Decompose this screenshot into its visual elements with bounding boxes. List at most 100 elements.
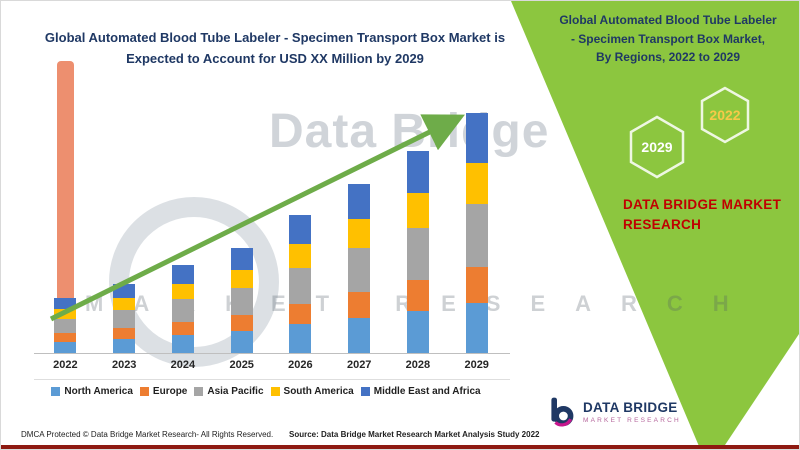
chart-title-line2: Expected to Account for USD XX Million b… [126, 50, 424, 66]
data-bridge-logo: DATA BRIDGE MARKET RESEARCH [545, 395, 681, 429]
bar-segment-2023 [113, 338, 136, 353]
legend-item: South America [270, 386, 354, 397]
bar-segment-2026 [289, 215, 312, 245]
stacked-bar-2022 [54, 297, 77, 353]
bar-segment-2028 [406, 310, 429, 353]
stacked-bar-2029 [465, 113, 488, 353]
bar-segment-2027 [348, 219, 371, 249]
x-axis-label-2027: 2027 [346, 359, 372, 371]
x-axis-label-2029: 2029 [464, 359, 489, 371]
legend-swatch [51, 387, 61, 396]
bar-segment-2023 [113, 328, 136, 339]
bar-segment-2028 [406, 193, 429, 228]
bar-segment-2024 [171, 334, 194, 353]
bar-segment-2025 [230, 331, 253, 353]
bar-segment-2022 [54, 341, 77, 353]
bar-segment-2029 [465, 163, 488, 205]
hexagon-badges: 2029 2022 [629, 86, 750, 179]
bar-segment-2029 [465, 113, 488, 164]
source-note: Source: Data Bridge Market Research Mark… [289, 430, 540, 439]
x-axis-label-2028: 2028 [405, 359, 431, 371]
logo-text-block: DATA BRIDGE MARKET RESEARCH [583, 400, 681, 424]
x-axis-label-2025: 2025 [229, 359, 254, 371]
bar-segment-2022 [54, 333, 77, 342]
legend-divider-line [34, 379, 510, 380]
bar-segment-2025 [230, 315, 253, 331]
x-axis-labels: 2022 2023 2024 2025 2026 2027 2028 2029 [36, 359, 506, 375]
bar-segment-2029 [465, 266, 488, 303]
panel-title-line3: By Regions, 2022 to 2029 [595, 50, 741, 65]
panel-title-line1: Global Automated Blood Tube Labeler [559, 13, 777, 27]
bar-segment-2025 [230, 287, 253, 315]
x-axis-label-2026: 2026 [288, 359, 313, 371]
stacked-bar-chart [36, 108, 506, 353]
legend-item: North America [51, 386, 133, 397]
x-axis-label-2023: 2023 [111, 359, 137, 371]
chart-legend: North America Europe Asia Pacific South Ame… [1, 386, 531, 397]
bar-segment-2027 [348, 292, 371, 318]
stacked-bar-2025 [230, 247, 253, 353]
stacked-bar-2027 [348, 184, 371, 353]
bar-segment-2023 [113, 310, 136, 328]
legend-item: Asia Pacific [194, 386, 264, 397]
bar-segment-2025 [230, 247, 253, 270]
bar-segment-2024 [171, 298, 194, 322]
bar-segment-2029 [465, 204, 488, 267]
bar-segment-2028 [406, 227, 429, 281]
bar-segment-2024 [171, 265, 194, 284]
brand-name-text: DATA BRIDGE MARKET RESEARCH [623, 195, 793, 236]
brand-name-line1: DATA BRIDGE MARKET [623, 197, 782, 212]
x-axis-label-2024: 2024 [170, 359, 196, 371]
legend-swatch [270, 387, 280, 396]
stacked-bar-2026 [289, 215, 312, 353]
bar-segment-2026 [289, 244, 312, 268]
legend-label: Asia Pacific [207, 386, 264, 397]
legend-label: North America [64, 386, 133, 397]
bar-segment-2024 [171, 283, 194, 299]
logo-title: DATA BRIDGE [583, 400, 678, 415]
stacked-bar-2028 [406, 151, 429, 353]
bar-segment-2028 [406, 151, 429, 194]
x-axis-label-2022: 2022 [53, 359, 78, 371]
chart-title: Global Automated Blood Tube Labeler - Sp… [29, 28, 521, 70]
stacked-bar-2024 [171, 265, 194, 353]
legend-label: Middle East and Africa [373, 386, 481, 397]
data-bridge-logo-icon [551, 397, 574, 427]
legend-swatch [194, 387, 204, 396]
bar-segment-2026 [289, 324, 312, 353]
bar-segment-2022 [54, 318, 77, 333]
bar-segment-2027 [348, 317, 371, 353]
bar-segment-2027 [348, 248, 371, 293]
legend-swatch [360, 387, 370, 396]
stacked-bar-2023 [113, 283, 136, 353]
panel-title: Global Automated Blood Tube Labeler - Sp… [543, 11, 793, 67]
bar-segment-2029 [465, 302, 488, 353]
bar-segment-2024 [171, 321, 194, 335]
bar-segment-2026 [289, 267, 312, 304]
bar-segment-2027 [348, 184, 371, 220]
hexagon-2022-icon [700, 86, 750, 144]
bar-segment-2028 [406, 280, 429, 311]
bar-segment-2022 [54, 297, 77, 309]
logo-subtitle: MARKET RESEARCH [583, 417, 681, 424]
legend-item: Europe [139, 386, 188, 397]
badge-year-2022: 2022 [709, 107, 740, 123]
dmca-notice: DMCA Protected © Data Bridge Market Rese… [21, 430, 274, 439]
legend-item: Middle East and Africa [360, 386, 481, 397]
legend-swatch [139, 387, 149, 396]
hexagon-2029-icon [629, 115, 685, 179]
bottom-accent-bar [1, 445, 799, 449]
badge-year-2029: 2029 [641, 139, 672, 155]
bar-segment-2025 [230, 269, 253, 288]
x-axis-line [34, 353, 510, 354]
legend-label: Europe [152, 386, 188, 397]
bar-segment-2026 [289, 303, 312, 325]
panel-title-line2: - Specimen Transport Box Market, [570, 31, 766, 46]
legend-label: South America [283, 386, 354, 397]
bar-segment-2023 [113, 283, 136, 298]
bar-segment-2022 [54, 309, 77, 319]
brand-name-line2: RESEARCH [623, 217, 702, 233]
chart-title-line1: Global Automated Blood Tube Labeler - Sp… [44, 30, 506, 45]
bar-segment-2023 [113, 298, 136, 310]
